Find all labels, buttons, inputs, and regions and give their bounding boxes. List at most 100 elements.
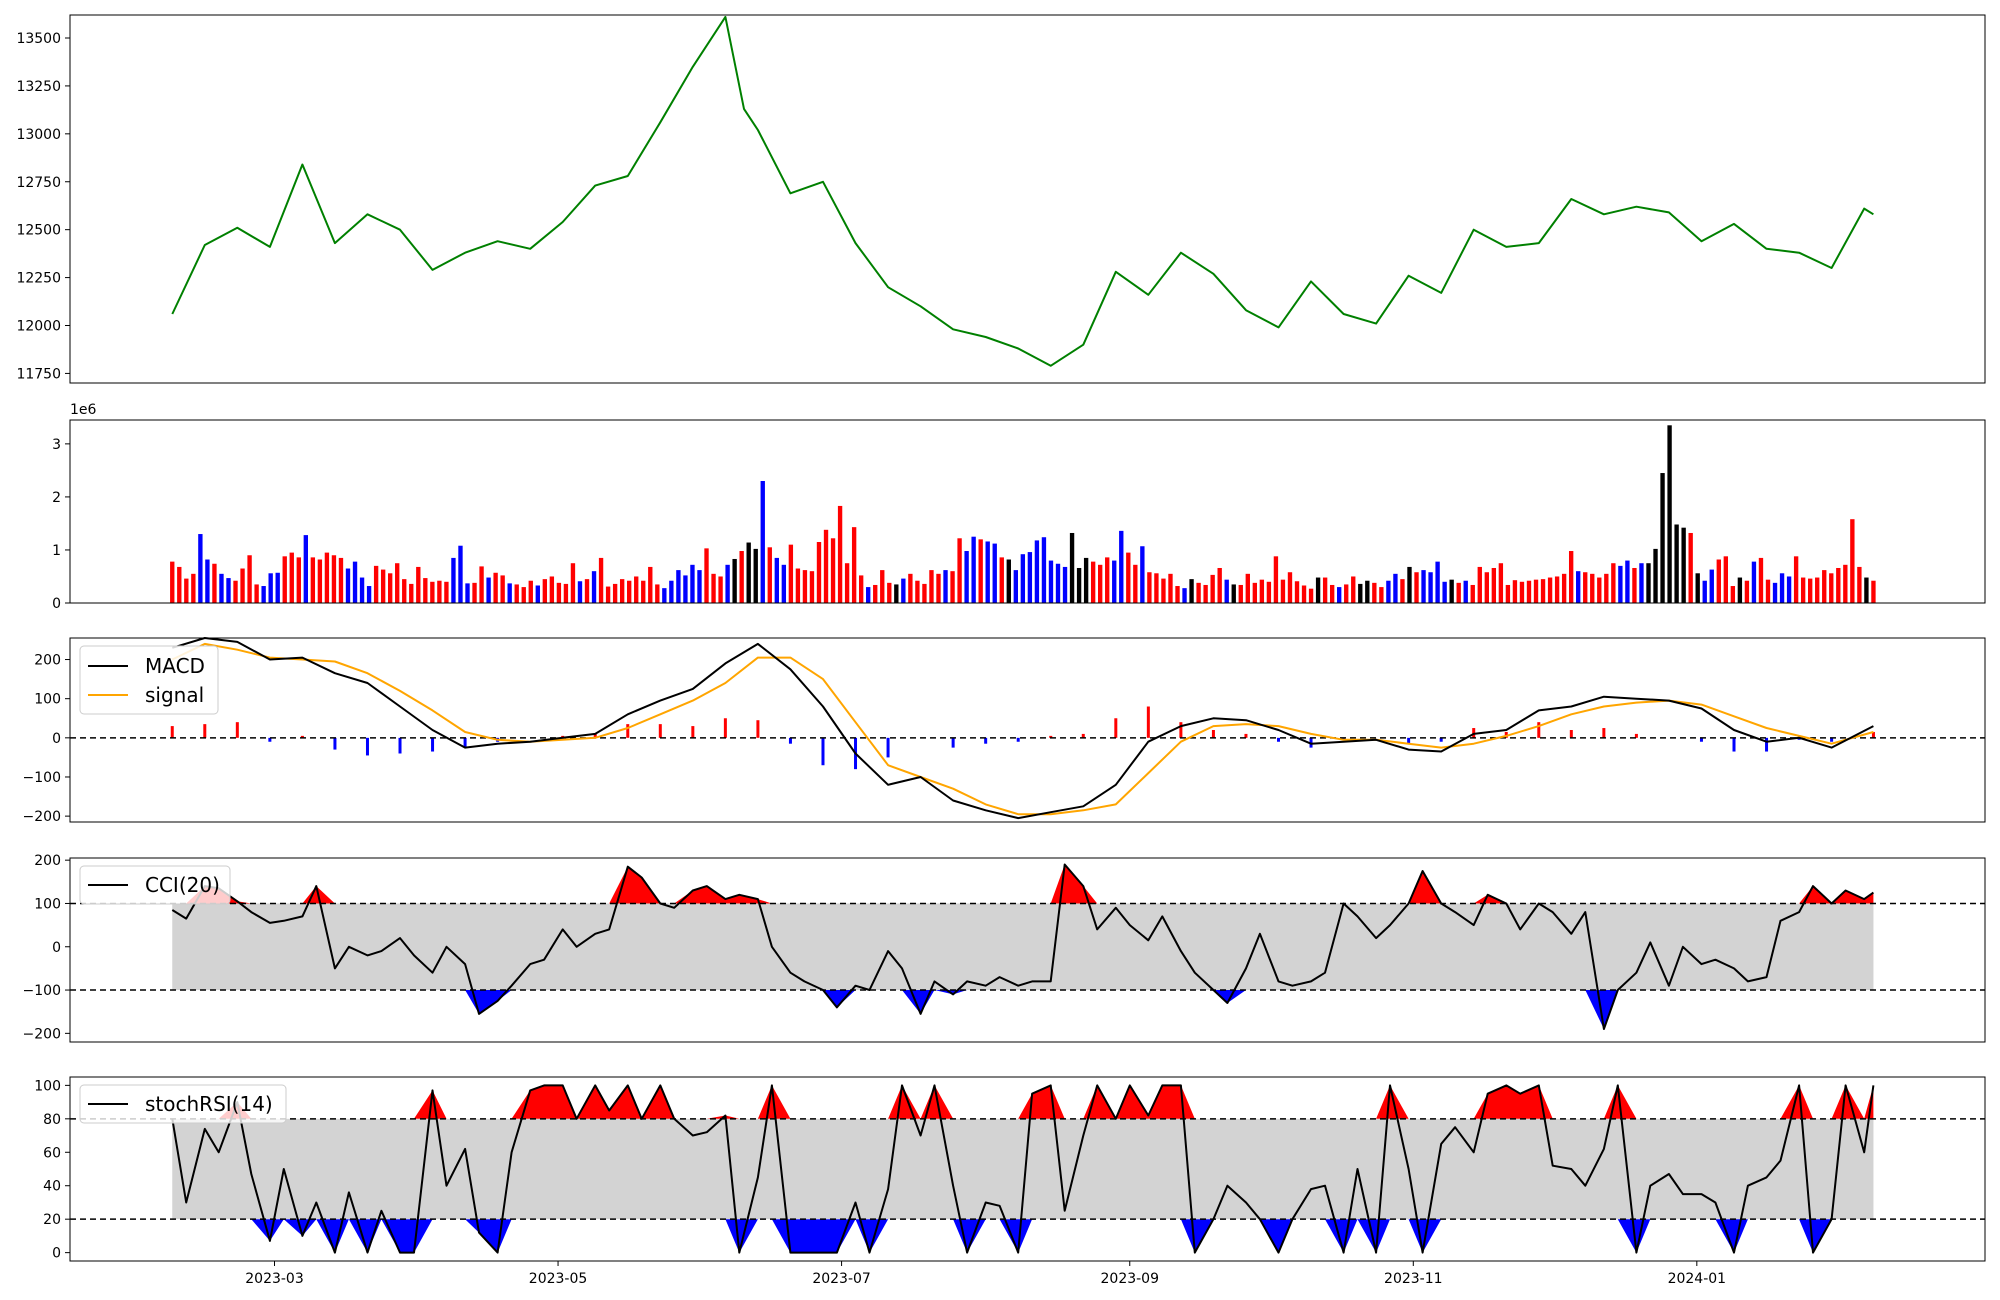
volume-bar <box>619 579 625 603</box>
cci-line <box>171 863 1874 1030</box>
volume-ytick-label: 1 <box>52 543 61 559</box>
volume-bar <box>1133 564 1138 603</box>
x-tick-label: 2023-07 <box>812 1271 871 1287</box>
volume-bar <box>1224 579 1229 603</box>
volume-bar <box>331 555 337 603</box>
macd-histogram-bar <box>1699 737 1703 742</box>
signal-legend-label: signal <box>145 683 204 707</box>
cci-ytick-label: −100 <box>23 983 61 999</box>
volume-bar <box>479 566 484 603</box>
volume-bar <box>275 572 280 603</box>
volume-bar <box>1660 473 1665 603</box>
stochrsi-oversold-fill <box>172 1219 1874 1253</box>
volume-bar <box>240 568 245 603</box>
macd-histogram-bar <box>235 722 239 738</box>
volume-bar <box>514 584 519 603</box>
volume-bar <box>1519 581 1525 603</box>
volume-bar <box>1547 577 1553 603</box>
x-axis: 2023-03 2023-05 2023-07 2023-09 2023-11 2024-… <box>245 1261 1726 1287</box>
volume-bar <box>1526 580 1532 603</box>
volume-bar <box>802 570 808 603</box>
volume-bar <box>1083 557 1089 603</box>
volume-bar <box>964 551 969 603</box>
macd-histogram-bar <box>1830 737 1834 742</box>
price-ytick-label: 12750 <box>16 175 61 191</box>
cci-panel: −200 −100 0 100 200 CCI(20) <box>23 853 1986 1043</box>
volume-bar <box>746 542 751 603</box>
volume-bar <box>387 573 393 603</box>
volume-bar <box>851 527 857 603</box>
x-tick-label: 2023-03 <box>245 1271 304 1287</box>
volume-bar <box>795 568 801 603</box>
volume-bar <box>1772 582 1778 603</box>
volume-bar <box>753 548 758 603</box>
macd-histogram-bar <box>1569 730 1573 738</box>
volume-bar <box>1554 576 1560 603</box>
volume-bar <box>254 584 259 603</box>
volume-bar <box>1625 560 1630 603</box>
volume-bar <box>957 538 962 603</box>
cci-legend-label: CCI(20) <box>145 873 220 897</box>
volume-bar <box>880 570 885 603</box>
volume-bar <box>992 543 997 603</box>
volume-bar <box>1414 572 1419 603</box>
volume-bar <box>430 581 435 603</box>
volume-bar <box>1786 576 1792 603</box>
macd-histogram-bar <box>821 737 825 766</box>
volume-bar <box>212 563 217 603</box>
macd-legend-label: MACD <box>145 654 205 678</box>
volume-bar <box>1604 573 1609 603</box>
volume-bar <box>985 541 990 603</box>
volume-bar <box>542 579 548 603</box>
volume-bar <box>1097 564 1103 603</box>
volume-bar <box>535 585 540 603</box>
macd-panel: −200 −100 0 100 200 MACD signal <box>23 637 1986 825</box>
volume-bar <box>1365 580 1370 603</box>
volume-bar <box>774 557 779 603</box>
volume-bar <box>444 581 449 603</box>
volume-y-axis: 0 1 2 3 <box>52 437 70 612</box>
x-tick-label: 2023-11 <box>1384 1271 1443 1287</box>
volume-bar <box>1140 546 1145 603</box>
macd-frame <box>69 637 1986 823</box>
macd-histogram-bar <box>431 737 435 752</box>
volume-bar <box>690 564 695 603</box>
volume-bar <box>1168 573 1173 603</box>
volume-bar <box>1210 574 1215 603</box>
macd-histogram-bar <box>1244 733 1248 738</box>
volume-bar <box>1245 573 1250 603</box>
macd-histogram-bar <box>691 726 695 738</box>
volume-bar <box>1048 560 1054 603</box>
macd-histogram-bar <box>398 737 402 754</box>
volume-bar <box>627 580 632 603</box>
stochrsi-y-axis: 0 20 40 60 80 100 <box>34 1078 70 1262</box>
volume-bar <box>409 583 414 603</box>
volume-bar <box>1154 573 1159 603</box>
volume-bar <box>1758 557 1764 603</box>
cci-legend-box <box>79 865 231 905</box>
volume-bar <box>303 535 309 603</box>
volume-bar <box>1456 582 1461 603</box>
volume-bar <box>1779 573 1785 603</box>
volume-bar <box>1266 581 1272 603</box>
volume-bar <box>1491 567 1497 603</box>
volume-bar <box>317 559 323 603</box>
volume-bar <box>1280 579 1286 603</box>
volume-bar <box>1175 586 1180 603</box>
cci-ytick-label: 200 <box>34 853 61 869</box>
cci-y-axis: −200 −100 0 100 200 <box>23 853 70 1042</box>
volume-bar <box>1688 532 1693 603</box>
volume-bar <box>1512 580 1518 603</box>
volume-bar <box>999 557 1004 603</box>
macd-histogram-bar <box>951 737 955 748</box>
macd-histogram-bar <box>1407 737 1411 744</box>
volume-bar <box>465 583 470 603</box>
price-ytick-label: 12500 <box>16 223 61 239</box>
volume-bar <box>830 538 836 603</box>
volume-bar <box>767 547 772 603</box>
volume-bar <box>1238 584 1243 603</box>
volume-bar <box>500 575 505 603</box>
volume-bar <box>704 548 709 603</box>
volume-panel: 0 1 2 3 1e6 <box>52 402 1986 612</box>
